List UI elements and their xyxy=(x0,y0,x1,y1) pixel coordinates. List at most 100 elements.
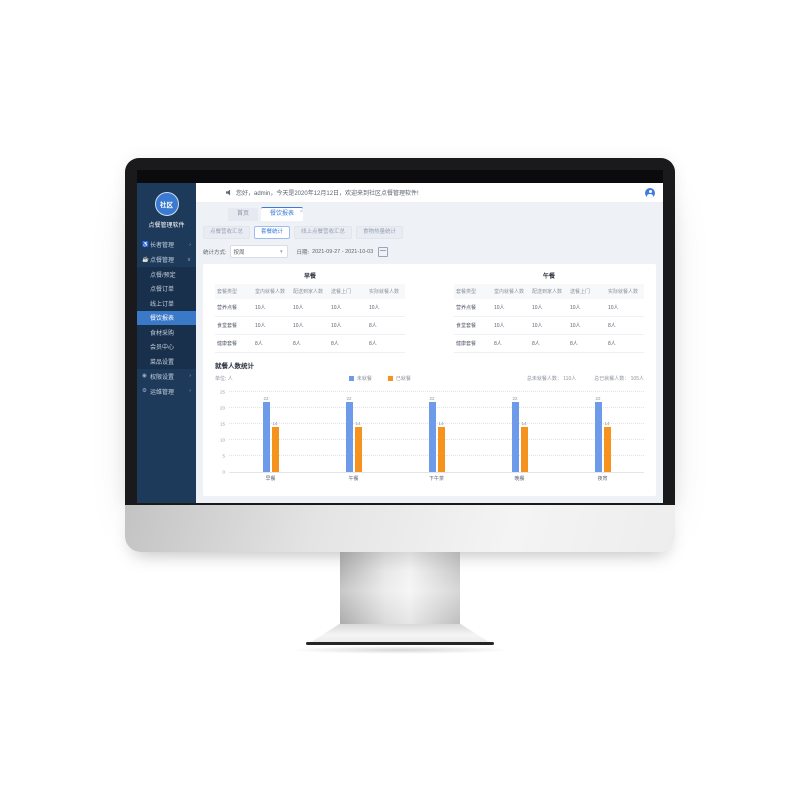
table-row: 营养点餐 10人 10人 10人 10人 xyxy=(215,299,405,317)
close-tab-icon[interactable]: × xyxy=(299,209,304,215)
monitor-chin xyxy=(125,505,675,552)
chart-y-axis: 0 5 10 15 20 25 xyxy=(215,390,229,475)
date-label: 日期: xyxy=(296,249,310,256)
table-cell: 8人 xyxy=(530,334,568,353)
legend-swatch xyxy=(348,375,354,381)
app-logo: 社区 xyxy=(154,192,179,216)
table-cell: 营养点餐 xyxy=(454,299,492,317)
bar-已就餐: 14 xyxy=(437,421,445,472)
chart-plot: 22 14 早餐 22 14 午餐 22 14 下午茶 22 14 晚餐 22 14 夜宵 xyxy=(229,391,644,482)
subtab-pill[interactable]: 线上点餐营收汇总 xyxy=(294,226,353,239)
x-tick-label: 晚餐 xyxy=(514,476,525,482)
sidebar-item[interactable]: 会员中心 xyxy=(137,340,196,355)
bar-未就餐: 22 xyxy=(594,396,602,472)
table-cell: 10人 xyxy=(253,316,291,335)
bar-未就餐: 22 xyxy=(345,396,353,472)
table-row: 营养点餐 10人 10人 10人 10人 xyxy=(454,299,644,317)
table-cell: 健康套餐 xyxy=(454,334,492,353)
calendar-icon[interactable] xyxy=(378,246,389,257)
sidebar: 社区 点餐管理软件 ♿ 长者管理 › ☕ 点餐管理 ∨ 点餐/预定 点餐订单 线上订单 餐饮报表食… xyxy=(137,183,196,503)
sidebar-group-item[interactable]: ⚙ 运维管理 › xyxy=(137,384,196,399)
chevron-down-icon: ∨ xyxy=(186,256,191,263)
table-cell: 10人 xyxy=(291,299,329,317)
sidebar-item[interactable]: 点餐订单 xyxy=(137,282,196,297)
sidebar-group-item[interactable]: ♿ 长者管理 › xyxy=(137,237,196,252)
announcement-text: 您好，admin，今天是2020年12月12日，欢迎来到社区点餐管理软件! xyxy=(236,191,419,197)
legend-swatch xyxy=(387,375,393,381)
bar-value-label: 22 xyxy=(263,395,269,401)
stat-mode-select[interactable]: 按周 ▼ xyxy=(229,245,288,258)
bar-value-label: 14 xyxy=(272,421,278,427)
table-header-row: 套餐类型 堂内就餐人数 配送到家人数 送餐上门 实际就餐人数 xyxy=(215,284,405,299)
sidebar-item[interactable]: 餐饮报表 xyxy=(137,310,196,325)
sidebar-group-label: 点餐管理 xyxy=(150,258,175,264)
sidebar-item[interactable]: 线上订单 xyxy=(137,296,196,311)
monitor-stand-neck xyxy=(340,552,460,626)
bar-group: 22 14 夜宵 xyxy=(594,396,611,482)
speaker-icon xyxy=(226,189,231,196)
x-tick-label: 夜宵 xyxy=(597,476,608,482)
table-cell: 食堂套餐 xyxy=(215,316,253,335)
table-cell: 8人 xyxy=(253,334,291,353)
bar-value-label: 22 xyxy=(512,395,518,401)
subtab-pill[interactable]: 点餐营收汇总 xyxy=(203,226,251,239)
monitor-bezel: 社区 点餐管理软件 ♿ 长者管理 › ☕ 点餐管理 ∨ 点餐/预定 点餐订单 线上订单 餐饮报表食… xyxy=(125,158,675,505)
sidebar-item-label: 菜品设置 xyxy=(150,359,175,366)
table-cell: 8人 xyxy=(367,334,405,353)
sidebar-menu: ♿ 长者管理 › ☕ 点餐管理 ∨ 点餐/预定 点餐订单 线上订单 餐饮报表 食材采购 会员中心 菜品设… xyxy=(137,237,196,399)
user-avatar[interactable] xyxy=(645,187,655,198)
table-row: 健康套餐 8人 8人 8人 8人 xyxy=(215,334,405,353)
bar-group: 22 14 晚餐 xyxy=(511,396,528,482)
table-cell: 8人 xyxy=(291,334,329,353)
x-tick-label: 下午茶 xyxy=(428,476,445,482)
total-stat: 总已就餐人数： 105人 xyxy=(594,376,644,382)
table-cell: 10人 xyxy=(530,316,568,335)
meal-table-title: 早餐 xyxy=(303,274,316,280)
elder-icon: ♿ xyxy=(142,241,149,248)
table-cell: 10人 xyxy=(329,316,367,335)
sidebar-group-label: 权限设置 xyxy=(150,374,175,381)
gear-icon: ⚙ xyxy=(142,388,147,394)
sidebar-item-label: 线上订单 xyxy=(150,301,175,308)
meal-table: 午餐 套餐类型 堂内就餐人数 配送到家人数 送餐上门 实际就餐人数 营养点餐 10人 10人 10… xyxy=(454,266,644,353)
total-stat: 总未就餐人数： 110人 xyxy=(526,376,577,382)
table-cell: 8人 xyxy=(367,316,405,335)
subtab-pill[interactable]: 食物热量统计 xyxy=(356,226,404,239)
sidebar-item[interactable]: 点餐/预定 xyxy=(137,267,196,282)
chart-title: 就餐人数统计 xyxy=(215,363,254,370)
sidebar-group-item[interactable]: ☕ 点餐管理 ∨ xyxy=(137,252,196,267)
y-tick-label: 20 xyxy=(219,405,225,411)
sidebar-item-label: 餐饮报表 xyxy=(150,316,175,323)
sidebar-item[interactable]: 菜品设置 xyxy=(137,354,196,369)
table-cell: 8人 xyxy=(568,334,606,353)
meal-table-title: 午餐 xyxy=(542,274,555,280)
subtab-pill[interactable]: 套餐统计 xyxy=(254,226,291,239)
table-row: 食堂套餐 10人 10人 10人 8人 xyxy=(215,316,405,335)
date-range-value[interactable]: 2021-09-27 - 2021-10-03 xyxy=(312,248,374,255)
dining-chart-section: 就餐人数统计 单位: 人 未就餐 已就餐 总未就餐人数： 110人 总已就餐人数： … xyxy=(203,353,656,485)
x-tick-label: 午餐 xyxy=(348,476,359,482)
table-header-cell: 堂内就餐人数 xyxy=(492,284,530,299)
legend-item[interactable]: 未就餐 xyxy=(348,375,372,382)
sidebar-item[interactable]: 食材采购 xyxy=(137,325,196,340)
sidebar-group-label: 长者管理 xyxy=(150,243,175,249)
gridline xyxy=(229,439,644,440)
table-cell: 10人 xyxy=(492,316,530,335)
tab-active[interactable]: 餐饮报表 × xyxy=(261,207,304,221)
sidebar-group-item[interactable]: ◉ 权限设置 › xyxy=(137,369,196,384)
bar-group: 22 14 下午茶 xyxy=(428,396,445,482)
monitor-shadow xyxy=(288,646,512,654)
tab-item[interactable]: 首页 xyxy=(228,208,259,221)
legend-item[interactable]: 已就餐 xyxy=(387,375,411,382)
bar-已就餐: 14 xyxy=(354,421,362,472)
app-name: 点餐管理软件 xyxy=(148,223,185,229)
legend-label: 未就餐 xyxy=(356,376,372,382)
bar-group: 22 14 午餐 xyxy=(345,396,362,482)
bar-未就餐: 22 xyxy=(511,396,519,472)
gridline xyxy=(229,423,644,424)
monitor-stand-base xyxy=(306,642,494,645)
sidebar-item-label: 食材采购 xyxy=(150,330,175,337)
table-cell: 8人 xyxy=(492,334,530,353)
filter-bar: 统计方式: 按周 ▼ 日期: 2021-09-27 - 2021-10-03 xyxy=(196,239,663,258)
report-card: 早餐 套餐类型 堂内就餐人数 配送到家人数 送餐上门 实际就餐人数 营养点餐 10人 10人 10… xyxy=(203,264,656,496)
